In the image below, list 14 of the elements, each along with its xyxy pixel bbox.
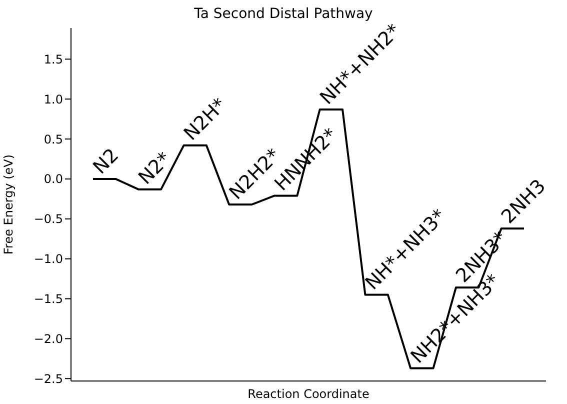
annotation: N2* xyxy=(134,148,176,189)
y-tick-label: −1.0 xyxy=(34,252,63,266)
x-axis-title: Reaction Coordinate xyxy=(248,387,370,401)
y-tick-label: −2.5 xyxy=(34,372,63,386)
y-tick-label: −0.5 xyxy=(34,212,63,226)
y-tick-label: 1.5 xyxy=(44,52,63,66)
y-axis-title: Free Energy (eV) xyxy=(1,154,16,254)
annotation: N2 xyxy=(88,144,124,178)
y-tick-label: −1.5 xyxy=(34,292,63,306)
y-tick-label: 0.5 xyxy=(44,132,63,146)
y-tick-label: 0.0 xyxy=(44,172,63,186)
y-tick-label: 1.0 xyxy=(44,92,63,106)
y-tick-label: −2.0 xyxy=(34,332,63,346)
chart-title: Ta Second Distal Pathway xyxy=(193,6,374,22)
